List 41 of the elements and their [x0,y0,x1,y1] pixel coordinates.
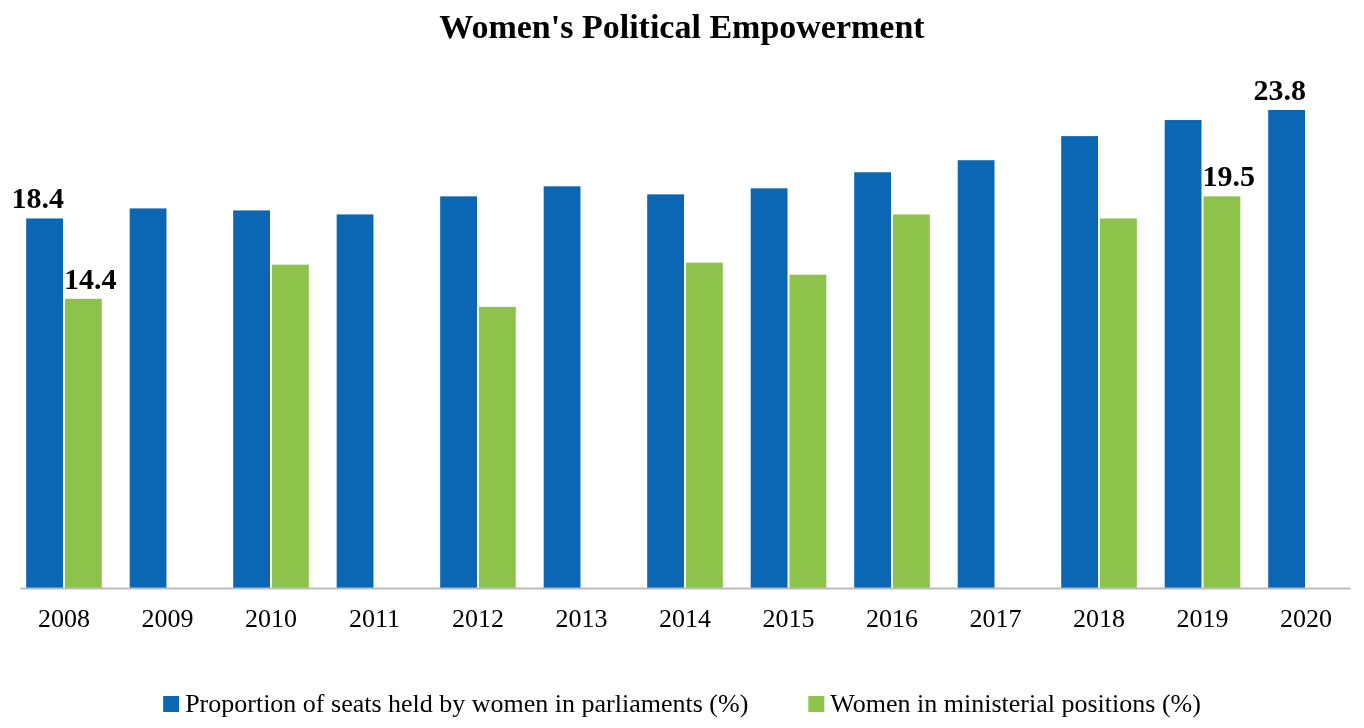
bar [336,214,374,588]
bar [64,298,102,588]
bar [893,214,930,588]
bar [789,274,827,588]
bar [233,210,270,588]
bar [479,306,516,588]
bar [1100,218,1137,588]
x-tick-label: 2017 [969,604,1022,634]
bar [1203,196,1241,588]
x-tick-label: 2020 [1280,604,1333,634]
data-label: 23.8 [1253,73,1307,106]
x-tick-label: 2012 [452,604,504,634]
x-tick-label: 2014 [659,604,711,634]
legend-label: Proportion of seats held by women in parliaments (%) [185,689,749,718]
bar [26,218,63,588]
bar [271,264,309,588]
x-tick-label: 2016 [866,604,918,634]
x-tick-label: 2009 [141,604,194,634]
bar [647,194,684,588]
bar [1164,120,1202,588]
bar [440,196,477,588]
x-tick-label: 2010 [244,604,297,634]
chart-title: Women's Political Empowerment [439,8,926,45]
x-tick-label: 2011 [348,604,401,634]
bar [543,186,581,588]
x-tick-label: 2015 [762,604,815,634]
x-tick-label: 2008 [37,604,90,634]
bar [854,172,891,588]
bar [750,188,788,588]
data-label: 18.4 [11,181,64,215]
data-label: 19.5 [1202,159,1256,193]
bar [1061,136,1098,588]
x-tick-label: 2019 [1176,604,1229,634]
x-tick-label: 2018 [1073,604,1126,634]
bar [957,160,995,588]
legend-label: Women in ministerial positions (%) [830,689,1201,718]
data-label: 14.4 [63,261,117,295]
bar [129,208,167,588]
x-tick-label: 2013 [555,604,608,634]
bar [686,262,723,588]
bar [1268,110,1306,588]
